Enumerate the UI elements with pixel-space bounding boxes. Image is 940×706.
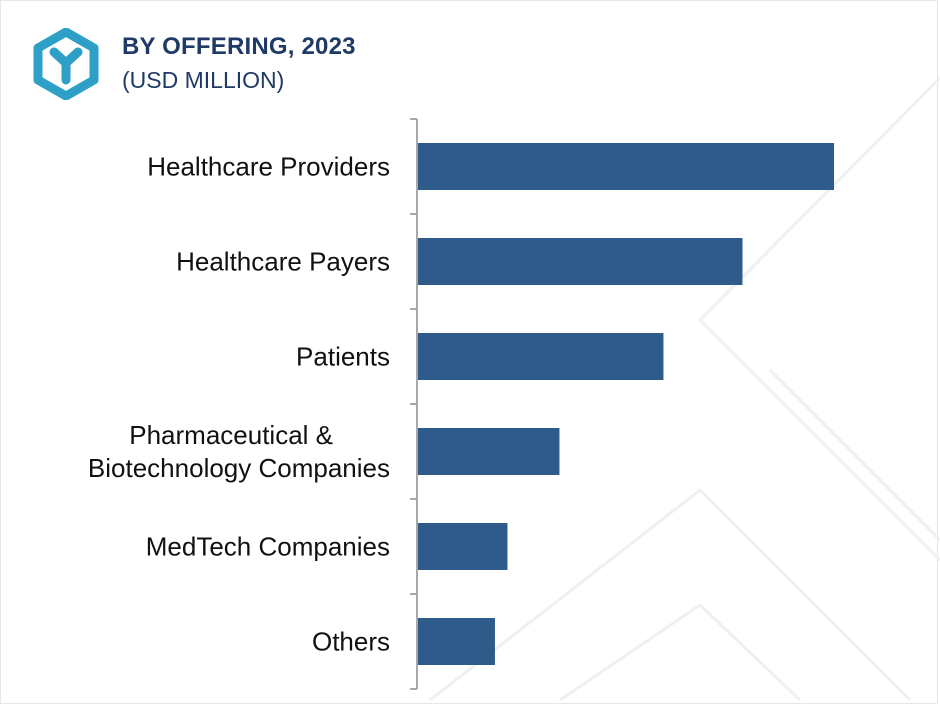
category-label-line: Patients bbox=[296, 342, 390, 372]
category-label: MedTech Companies bbox=[146, 532, 390, 562]
category-axis bbox=[410, 118, 418, 690]
category-label-line: Healthcare Providers bbox=[147, 152, 390, 182]
watermark-line bbox=[559, 603, 802, 702]
category-label-line: Biotechnology Companies bbox=[88, 453, 390, 483]
chart-title: BY OFFERING, 2023 bbox=[122, 33, 356, 60]
bar bbox=[418, 428, 560, 475]
bar bbox=[418, 333, 664, 380]
category-label-line: Others bbox=[312, 627, 390, 657]
category-label: Others bbox=[312, 627, 390, 657]
background-watermark bbox=[429, 76, 940, 702]
watermark-line bbox=[697, 76, 940, 562]
category-label: Healthcare Providers bbox=[147, 152, 390, 182]
bar bbox=[418, 523, 508, 570]
category-label: Patients bbox=[296, 342, 390, 372]
watermark-line bbox=[429, 488, 912, 702]
bars bbox=[418, 143, 834, 665]
bar bbox=[418, 143, 834, 190]
category-label: Healthcare Payers bbox=[176, 247, 390, 277]
category-label-line: Pharmaceutical & bbox=[129, 420, 333, 450]
bar bbox=[418, 238, 743, 285]
category-label-line: Healthcare Payers bbox=[176, 247, 390, 277]
category-label-line: MedTech Companies bbox=[146, 532, 390, 562]
title-block: BY OFFERING, 2023 (USD MILLION) bbox=[122, 33, 356, 94]
category-labels: Healthcare Providers Healthcare Payers Pat… bbox=[88, 152, 390, 657]
category-label: Pharmaceutical & Biotechnology Companies bbox=[88, 420, 390, 483]
hexagon-y-logo-icon bbox=[33, 28, 99, 100]
bar bbox=[418, 618, 495, 665]
watermark-line bbox=[768, 368, 940, 542]
chart-subtitle: (USD MILLION) bbox=[122, 67, 285, 93]
